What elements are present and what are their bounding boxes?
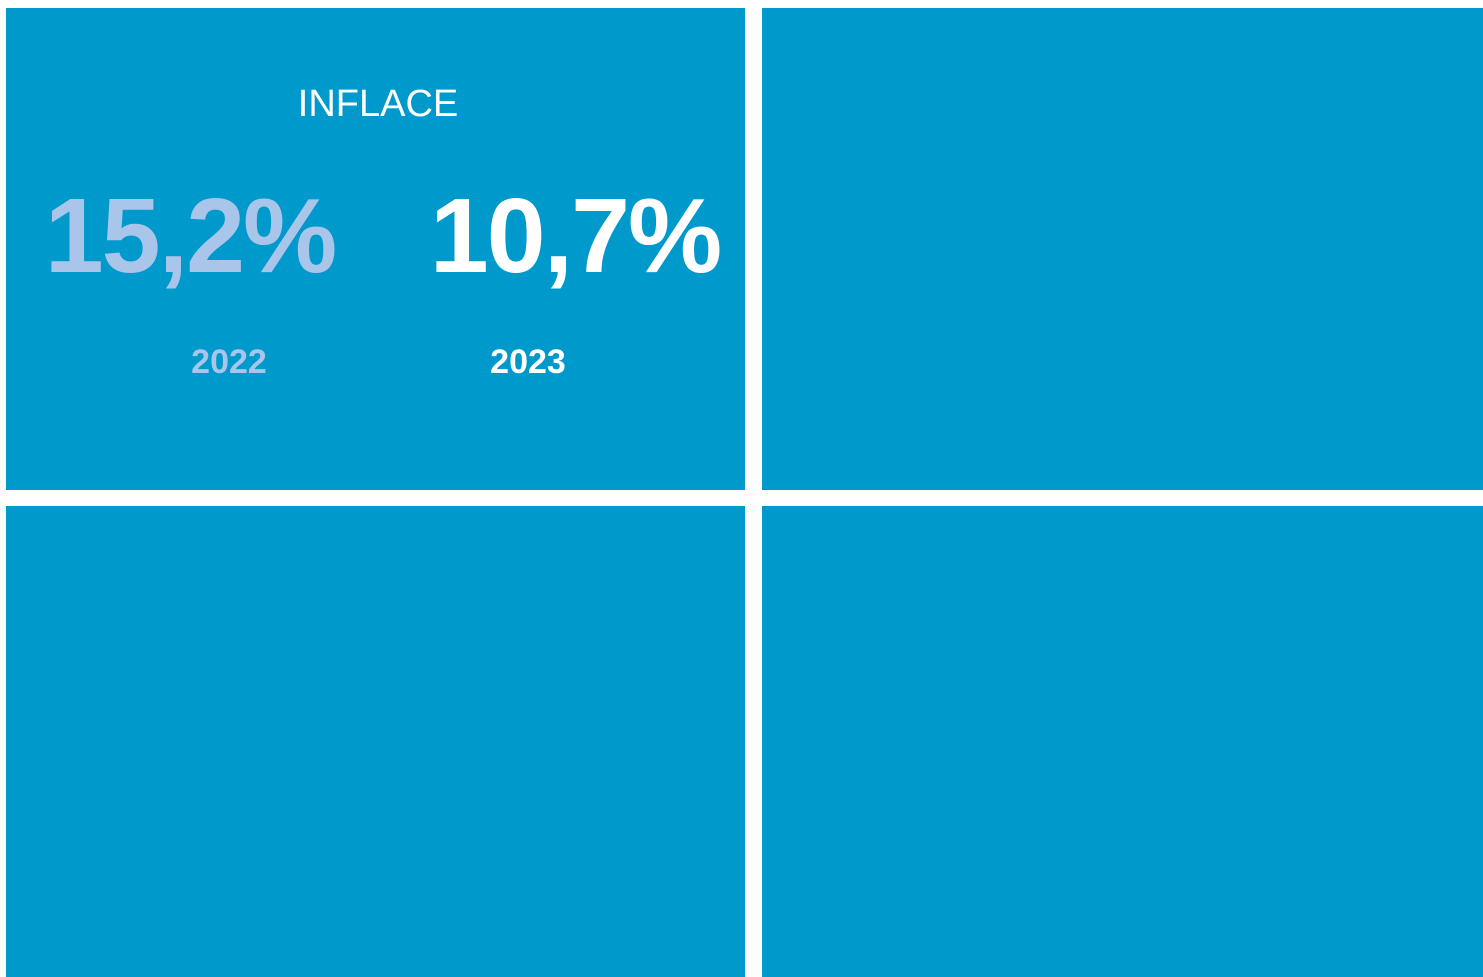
tile-title: INFLACE <box>297 83 459 125</box>
kpi-year: 2022 <box>191 343 267 381</box>
kpi-value: 15,2% <box>44 177 338 295</box>
empty-tile <box>762 506 1483 977</box>
kpi-tile: INFLACE 15,2% 10,7% 2022 2023 <box>6 8 745 490</box>
kpi-year: 2023 <box>490 343 566 381</box>
empty-tile <box>6 506 745 977</box>
empty-tile <box>762 8 1483 490</box>
kpi-value: 10,7% <box>429 177 723 295</box>
